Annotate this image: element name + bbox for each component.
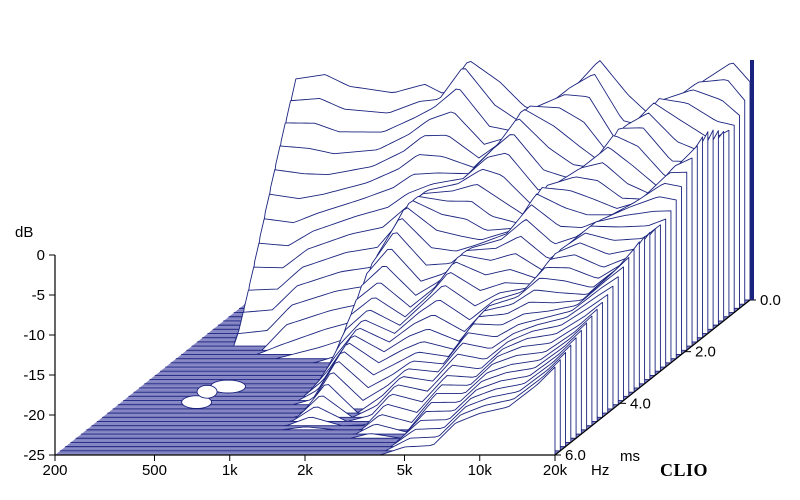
svg-text:500: 500: [142, 462, 167, 479]
svg-text:20k: 20k: [543, 462, 568, 479]
z-axis-unit: ms: [620, 448, 640, 465]
svg-text:-15: -15: [23, 367, 45, 384]
brand-label: CLIO: [660, 460, 708, 481]
svg-text:-25: -25: [23, 447, 45, 464]
svg-text:2k: 2k: [297, 462, 313, 479]
svg-text:0.0: 0.0: [760, 292, 781, 309]
waterfall-chart: 200 500 1k 2k 5k 10k 20k -25 -20 -15 -10 -5 0 0.0 2.0 4…: [0, 0, 800, 500]
svg-text:6.0: 6.0: [565, 447, 586, 464]
svg-text:-20: -20: [23, 407, 45, 424]
svg-text:2.0: 2.0: [695, 344, 716, 361]
svg-text:200: 200: [42, 462, 67, 479]
y-axis-unit: dB: [15, 224, 33, 241]
svg-text:-10: -10: [23, 327, 45, 344]
svg-text:10k: 10k: [468, 462, 493, 479]
x-axis-unit: Hz: [591, 462, 609, 479]
svg-text:-5: -5: [32, 287, 45, 304]
svg-text:1k: 1k: [222, 462, 238, 479]
waterfall-svg: 200 500 1k 2k 5k 10k 20k -25 -20 -15 -10 -5 0 0.0 2.0 4…: [0, 0, 800, 500]
svg-text:4.0: 4.0: [630, 395, 651, 412]
svg-text:0: 0: [37, 247, 45, 264]
svg-text:5k: 5k: [397, 462, 413, 479]
